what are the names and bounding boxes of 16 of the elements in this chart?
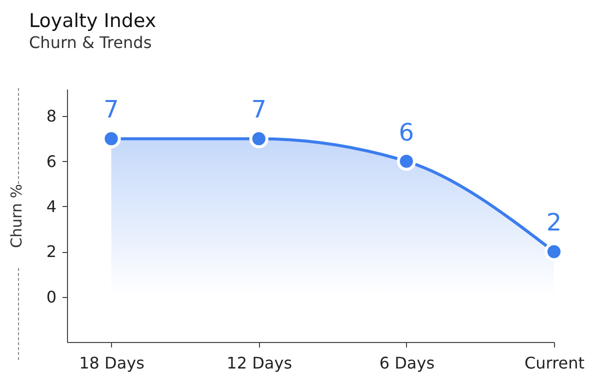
y-tick-label: 8 bbox=[46, 106, 56, 126]
data-label: 7 bbox=[251, 96, 266, 124]
x-tick-label: 6 Days bbox=[379, 354, 435, 372]
data-label: 2 bbox=[546, 208, 562, 237]
chart-subtitle: Churn & Trends bbox=[29, 33, 152, 52]
y-tick-label: 0 bbox=[46, 287, 56, 306]
y-tick-label: 6 bbox=[46, 152, 56, 171]
x-tick-label: 18 Days bbox=[79, 354, 144, 372]
x-tick-label: Current bbox=[524, 354, 585, 372]
data-label: 7 bbox=[104, 96, 119, 124]
y-tick-label: 2 bbox=[46, 242, 56, 262]
x-tick-label: 12 Days bbox=[226, 354, 292, 372]
y-tick-label: 4 bbox=[46, 196, 56, 216]
y-axis-title: Churn % bbox=[7, 184, 26, 248]
data-label: 6 bbox=[398, 118, 414, 146]
chart-title: Loyalty Index bbox=[29, 10, 156, 32]
